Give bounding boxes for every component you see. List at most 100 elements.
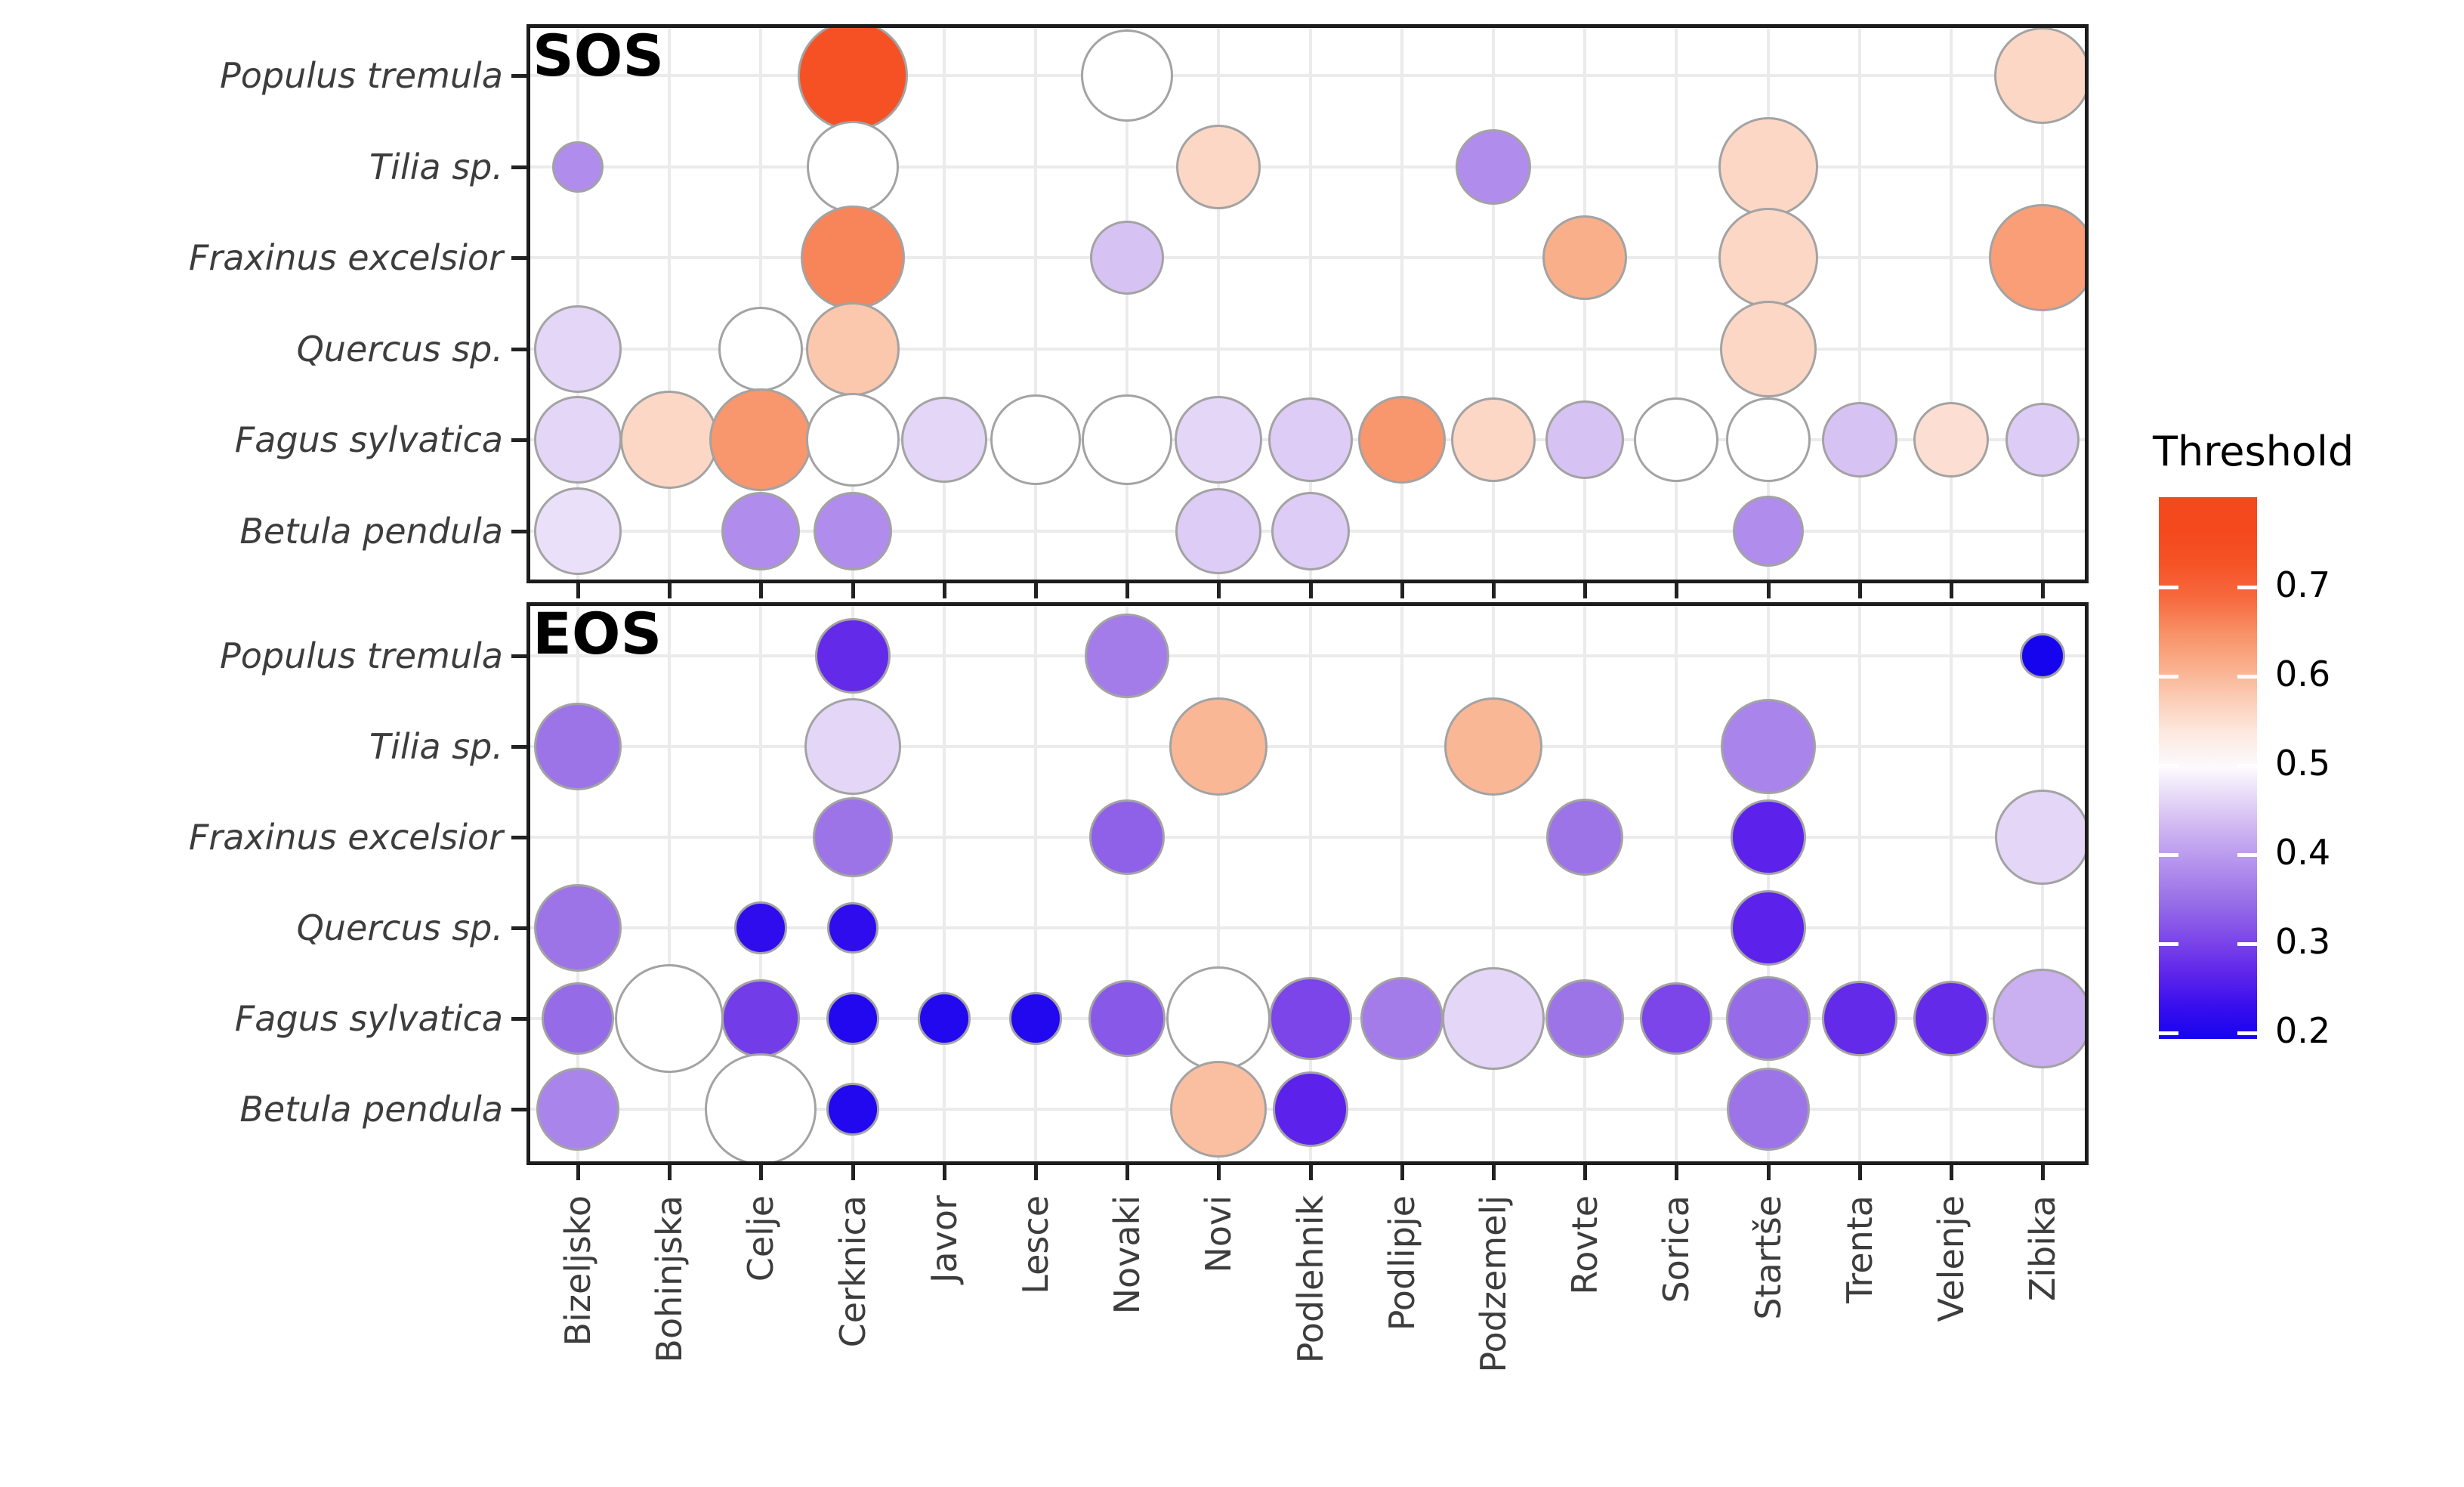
facet-label-sos: SOS — [533, 24, 665, 89]
x-tick-mark — [576, 583, 580, 598]
gridline-vertical — [576, 24, 579, 583]
data-point — [1719, 300, 1817, 397]
legend-bar-tick — [2159, 1031, 2178, 1035]
gridline-vertical — [1125, 24, 1129, 583]
x-tick-mark — [1492, 583, 1496, 598]
data-point — [1175, 396, 1263, 484]
legend-tick-label: 0.2 — [2275, 1010, 2331, 1051]
data-point — [1357, 396, 1446, 484]
gridline-vertical — [1308, 24, 1312, 583]
legend-bar-tick — [2159, 942, 2178, 946]
x-tick-mark — [1125, 583, 1130, 598]
gridline-vertical — [1766, 602, 1770, 1165]
y-tick-mark — [511, 74, 526, 78]
legend-bar-tick — [2159, 675, 2178, 679]
y-tick-mark — [511, 165, 526, 169]
gridline-horizontal — [526, 926, 2089, 929]
x-tick-mark — [942, 583, 946, 598]
gridline-horizontal — [526, 256, 2089, 260]
gridline-horizontal — [526, 745, 2089, 748]
data-point — [620, 391, 719, 490]
y-axis-label: Populus tremula — [220, 635, 503, 676]
data-point — [797, 24, 908, 131]
y-axis-label: Tilia sp. — [369, 726, 503, 767]
data-point — [826, 1083, 879, 1136]
y-tick-mark — [511, 347, 526, 351]
data-point — [1176, 124, 1261, 209]
y-tick-mark — [511, 256, 526, 261]
x-tick-mark — [1675, 1165, 1679, 1180]
facet-label-eos: EOS — [533, 602, 662, 667]
data-point — [1444, 697, 1542, 796]
data-point — [1456, 128, 1531, 205]
x-tick-mark — [576, 1165, 580, 1180]
gridline-horizontal — [526, 165, 2089, 168]
data-point — [709, 388, 813, 492]
data-point — [806, 120, 899, 213]
gridline-vertical — [1857, 24, 1861, 583]
data-point — [1730, 890, 1806, 966]
legend-tick-label: 0.5 — [2275, 743, 2331, 784]
legend-bar-tick — [2237, 675, 2257, 679]
gridline-vertical — [1034, 602, 1037, 1165]
x-axis-label: Zibika — [2022, 1195, 2064, 1302]
data-point — [1360, 977, 1444, 1060]
gridline-vertical — [1400, 24, 1403, 583]
data-point — [1994, 27, 2089, 124]
data-point — [721, 492, 801, 570]
data-point — [814, 618, 891, 694]
x-tick-mark — [1400, 583, 1404, 598]
x-axis-label: Novi — [1198, 1195, 1240, 1273]
data-point — [1271, 492, 1350, 570]
data-point — [1170, 1061, 1268, 1158]
data-point — [1718, 208, 1818, 308]
data-point — [1169, 697, 1268, 796]
x-axis-label: Rovte — [1564, 1195, 1606, 1295]
y-tick-mark — [511, 926, 526, 930]
y-tick-mark — [511, 745, 526, 749]
data-point — [1545, 400, 1625, 480]
data-point — [1720, 699, 1816, 794]
gridline-vertical — [668, 24, 672, 583]
x-tick-mark — [1217, 583, 1221, 598]
data-point — [1009, 992, 1062, 1045]
data-point — [900, 397, 987, 484]
data-point — [2020, 633, 2066, 679]
data-point — [1989, 204, 2089, 312]
y-axis-label: Fagus sylvatica — [234, 419, 503, 461]
data-point — [1268, 397, 1353, 483]
gridline-vertical — [1217, 24, 1221, 583]
y-axis-label: Fagus sylvatica — [234, 998, 503, 1039]
data-point — [534, 703, 622, 790]
data-point — [804, 698, 901, 795]
gridline-vertical — [1950, 24, 1953, 583]
data-point — [1718, 116, 1818, 217]
x-tick-mark — [1766, 583, 1771, 598]
x-tick-mark — [759, 1165, 764, 1180]
gridline-vertical — [1400, 602, 1403, 1165]
data-point — [1089, 799, 1166, 875]
data-point — [552, 141, 604, 193]
data-point — [534, 305, 622, 393]
data-point — [1913, 402, 1989, 478]
gridline-vertical — [1217, 602, 1221, 1165]
legend-tick-label: 0.6 — [2275, 654, 2331, 694]
x-tick-mark — [1125, 1165, 1130, 1180]
legend-bar-tick — [2237, 853, 2257, 857]
data-point — [1546, 799, 1624, 876]
data-point — [615, 964, 724, 1073]
data-point — [826, 902, 878, 954]
data-point — [805, 393, 900, 487]
gridline-vertical — [1492, 24, 1495, 583]
data-point — [1542, 215, 1628, 301]
legend-bar-tick — [2237, 1031, 2257, 1035]
x-tick-mark — [1034, 1165, 1038, 1180]
x-tick-mark — [1308, 583, 1313, 598]
x-tick-mark — [2041, 1165, 2046, 1180]
x-tick-mark — [1217, 1165, 1221, 1180]
x-tick-mark — [1583, 583, 1588, 598]
x-axis-label: Bohinjska — [649, 1195, 690, 1363]
gridline-vertical — [942, 24, 946, 583]
x-axis-label: Trenta — [1839, 1195, 1880, 1303]
data-point — [1634, 397, 1719, 483]
